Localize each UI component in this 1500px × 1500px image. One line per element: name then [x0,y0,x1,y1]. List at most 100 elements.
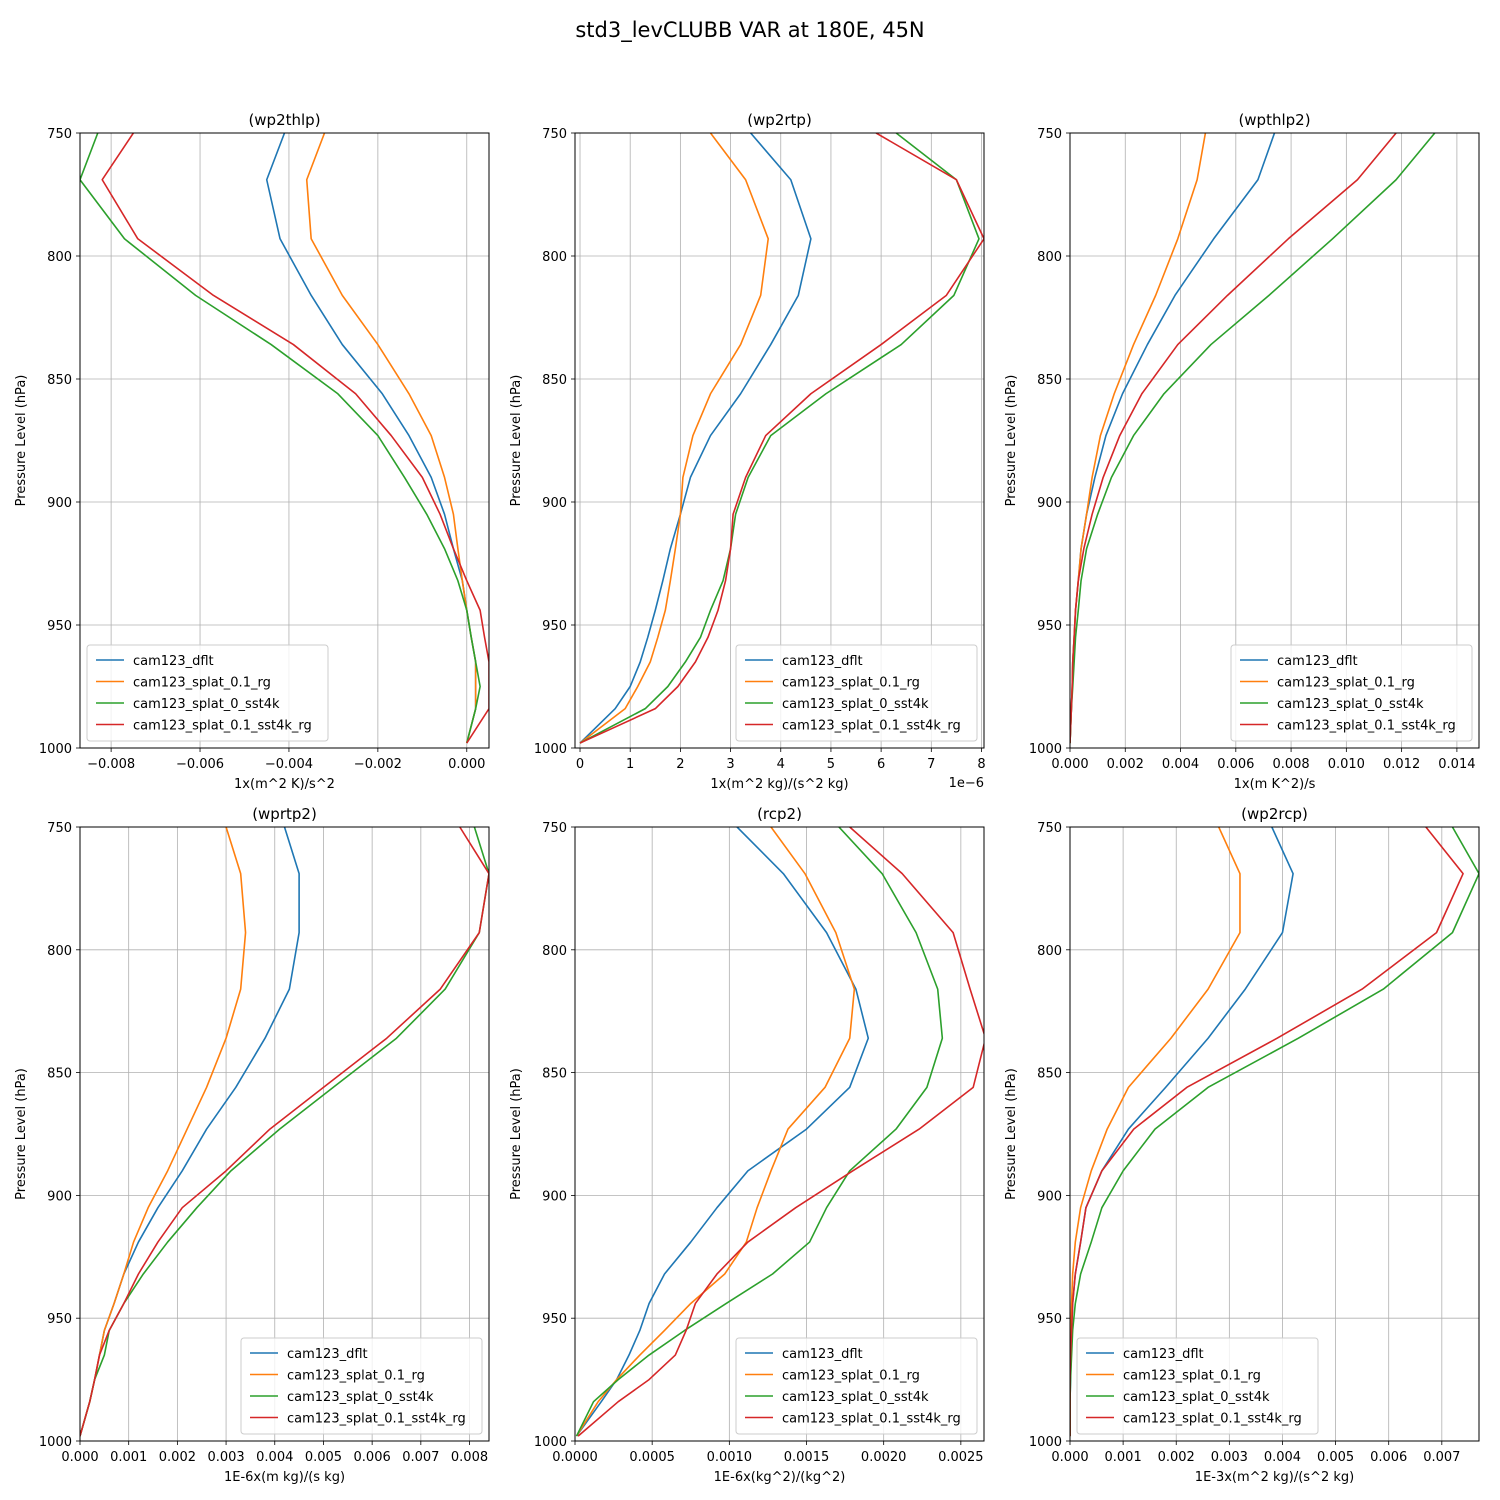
y-axis-label: Pressure Level (hPa) [1004,1068,1019,1200]
x-tick-label: 2 [676,757,684,772]
subplot-title: (wp2rcp) [1241,805,1308,823]
y-tick-label: 800 [47,250,72,265]
axes-frame [574,826,985,1442]
legend-entry: cam123_splat_0_sst4k [1123,1390,1270,1405]
x-tick-label: 0.004 [256,1450,293,1465]
x-tick-label: 6 [877,757,885,772]
subplot-1: −0.008 −0.006 −0.004 −0.002 0.000 750 800 850 90… [14,111,490,792]
legend-entry: cam123_splat_0.1_sst4k_rg [1277,719,1456,734]
legend: cam123_dflt cam123_splat_0.1_rg cam123_spl… [86,644,329,742]
x-tick-label: 0.006 [354,1450,391,1465]
x-tick-label: 0.0005 [629,1450,675,1465]
x-tick-label: 5 [827,757,835,772]
y-tick-label: 850 [542,373,567,388]
y-tick-label: 850 [47,373,72,388]
legend-entry: cam123_splat_0_sst4k [1277,697,1424,712]
y-tick-label: 1000 [1029,742,1062,757]
series-lines [80,827,489,1437]
series-line-2 [305,133,477,744]
x-tick-label: −0.002 [354,757,402,772]
x-tick-label: 3 [726,757,734,772]
legend-entry: cam123_splat_0_sst4k [782,697,929,712]
legend-entry: cam123_splat_0_sst4k [133,697,280,712]
legend-entry: cam123_splat_0.1_rg [1277,676,1415,691]
y-tick-label: 1000 [39,742,72,757]
axes-frame [1069,132,1480,749]
legend-box [240,1337,483,1435]
series-line-3 [579,133,980,744]
legend-entry: cam123_splat_0_sst4k [782,1390,929,1405]
y-axis-label: Pressure Level (hPa) [1004,375,1019,507]
x-tick-label: 4 [777,757,785,772]
y-tick-label: 900 [542,496,567,511]
x-tick-label: 0.006 [1370,1450,1407,1465]
series-lines [80,133,489,744]
x-tick-label: 0.005 [1317,1450,1354,1465]
legend: cam123_dflt cam123_splat_0.1_rg cam123_spl… [1076,1337,1319,1435]
subplot-2: 0 1 2 3 4 5 6 7 8 750 800 850 900 950 1000 (wp2rtp) 1x(m… [509,111,986,792]
y-axis-label: Pressure Level (hPa) [14,1068,29,1200]
y-tick-label: 950 [1037,1312,1062,1327]
x-tick-label: 0 [576,757,584,772]
legend: cam123_dflt cam123_splat_0.1_rg cam123_spl… [1230,644,1473,742]
subplot-title: (wpthlp2) [1238,111,1310,129]
legend-entry: cam123_splat_0.1_sst4k_rg [782,719,961,734]
x-tick-label: 1 [626,757,634,772]
series-line-2 [579,133,770,744]
x-tick-label: 0.010 [1328,757,1365,772]
legend-box [86,644,329,742]
x-tick-label: 0.0025 [938,1450,984,1465]
series-line-4 [80,827,489,1437]
series-lines [1070,133,1436,744]
x-axis-label: 1E-6x(m kg)/(s kg) [224,1470,345,1485]
y-tick-label: 900 [47,1189,72,1204]
legend-entry: cam123_splat_0.1_rg [133,676,271,691]
x-tick-label: 0.002 [1158,1450,1195,1465]
y-tick-label: 800 [542,250,567,265]
x-axis-label: 1x(m^2 kg)/(s^2 kg) [710,777,848,792]
y-axis-label: Pressure Level (hPa) [14,375,29,507]
subplot-title: (rcp2) [757,805,802,823]
legend: cam123_dflt cam123_splat_0.1_rg cam123_spl… [735,644,978,742]
x-tick-label: −0.008 [87,757,135,772]
series-line-3 [80,133,481,744]
x-tick-label: 0.001 [110,1450,147,1465]
axes-frame [1069,826,1480,1442]
y-tick-label: 850 [47,1067,72,1082]
x-tick-label: 0.008 [451,1450,488,1465]
legend-entry: cam123_splat_0.1_rg [782,676,920,691]
y-tick-label: 750 [1037,127,1062,142]
x-tick-label: 0.003 [1211,1450,1248,1465]
series-line-4 [579,133,984,744]
x-tick-label: 0.0010 [707,1450,753,1465]
legend-box [1076,1337,1319,1435]
x-tick-label: 0.001 [1105,1450,1142,1465]
x-tick-label: 0.012 [1383,757,1420,772]
legend-entry: cam123_dflt [1123,1347,1204,1362]
legend-entry: cam123_dflt [782,654,863,669]
y-tick-label: 850 [542,1067,567,1082]
y-tick-label: 900 [542,1189,567,1204]
legend-entry: cam123_splat_0.1_rg [287,1369,425,1384]
x-axis-label: 1x(m K^2)/s [1234,777,1316,792]
series-line-3 [1070,133,1436,744]
series-lines [579,133,984,744]
x-tick-label: 0.0020 [861,1450,907,1465]
legend-entry: cam123_dflt [287,1347,368,1362]
series-line-4 [101,133,489,744]
y-tick-label: 750 [542,127,567,142]
legend-box [735,1337,978,1435]
x-tick-label: 0.0000 [552,1450,598,1465]
series-lines [1070,827,1479,1437]
y-axis-label: Pressure Level (hPa) [509,375,524,507]
legend-entry: cam123_splat_0.1_sst4k_rg [287,1412,466,1427]
y-tick-label: 800 [1037,944,1062,959]
x-axis-label: 1x(m^2 K)/s^2 [234,777,335,792]
x-tick-label: 0.002 [159,1450,196,1465]
legend-entry: cam123_splat_0_sst4k [287,1390,434,1405]
y-tick-label: 950 [542,1312,567,1327]
y-tick-label: 750 [1037,821,1062,836]
legend-entry: cam123_splat_0.1_rg [782,1369,920,1384]
y-axis-label: Pressure Level (hPa) [509,1068,524,1200]
